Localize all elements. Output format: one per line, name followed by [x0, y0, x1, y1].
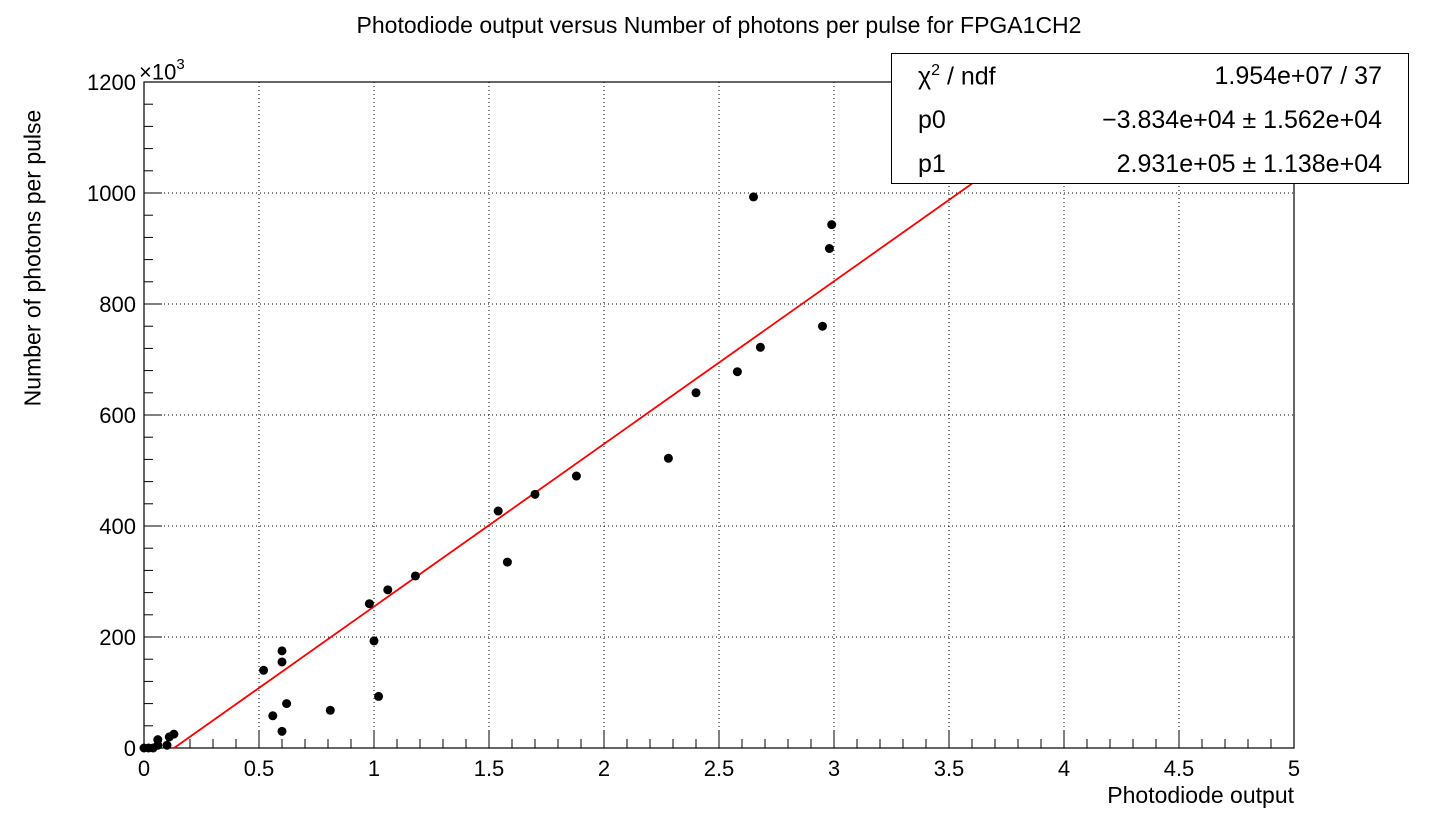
- data-point: [383, 585, 393, 595]
- x-tick-label: 3: [828, 756, 840, 781]
- y-axis-label: Number of photons per pulse: [19, 109, 46, 407]
- x-tick-label: 0: [138, 756, 150, 781]
- data-point: [277, 646, 287, 656]
- x-tick-label: 5: [1288, 756, 1300, 781]
- data-point: [282, 699, 292, 709]
- data-point: [755, 342, 765, 352]
- y-tick-label: 200: [99, 625, 136, 650]
- x-tick-label: 0.5: [244, 756, 275, 781]
- y-tick-label: 600: [99, 403, 136, 428]
- y-tick-label: 400: [99, 514, 136, 539]
- data-point: [691, 388, 701, 398]
- y-tick-label: 1000: [87, 181, 136, 206]
- data-point: [749, 192, 758, 202]
- stat-value: −3.834e+04 ± 1.562e+04: [1102, 106, 1382, 134]
- data-point: [268, 711, 278, 721]
- data-point: [169, 729, 179, 739]
- x-tick-label: 2.5: [704, 756, 735, 781]
- x-tick-label: 1.5: [474, 756, 505, 781]
- data-point: [493, 506, 503, 516]
- stat-row-p0: p0 −3.834e+04 ± 1.562e+04: [892, 98, 1408, 142]
- stat-key: p1: [918, 150, 946, 178]
- fit-line: [173, 182, 973, 749]
- x-tick-label: 4.5: [1164, 756, 1195, 781]
- fit-stats-box: χ2 / ndf 1.954e+07 / 37 p0 −3.834e+04 ± …: [891, 53, 1409, 184]
- stat-key: p0: [918, 106, 946, 134]
- data-point: [277, 726, 287, 736]
- data-point: [369, 636, 379, 646]
- x-tick-label: 2: [598, 756, 610, 781]
- x-axis-label: Photodiode output: [1107, 782, 1294, 808]
- data-point: [364, 599, 374, 609]
- data-point: [153, 735, 163, 745]
- stat-value: 1.954e+07 / 37: [1214, 62, 1382, 90]
- data-point: [410, 571, 420, 581]
- y-tick-label: 0: [124, 736, 136, 761]
- stat-key: χ2 / ndf: [918, 62, 996, 91]
- data-point: [502, 557, 512, 567]
- stat-row-chi2: χ2 / ndf 1.954e+07 / 37: [892, 54, 1408, 98]
- data-point: [374, 691, 384, 701]
- chart-title: Photodiode output versus Number of photo…: [356, 12, 1082, 38]
- data-point: [259, 665, 269, 675]
- data-point: [663, 453, 673, 463]
- data-point: [571, 471, 581, 481]
- x-tick-label: 4: [1058, 756, 1070, 781]
- data-point: [732, 367, 742, 377]
- data-point: [530, 489, 540, 499]
- data-point: [824, 244, 834, 253]
- data-point: [325, 705, 335, 715]
- x-tick-label: 3.5: [934, 756, 965, 781]
- y-tick-label: 800: [99, 292, 136, 317]
- data-point: [818, 321, 827, 331]
- data-point: [162, 740, 172, 750]
- x-tick-label: 1: [368, 756, 380, 781]
- y-tick-label: 1200: [87, 70, 136, 95]
- stat-row-p1: p1 2.931e+05 ± 1.138e+04: [892, 142, 1408, 186]
- stat-value: 2.931e+05 ± 1.138e+04: [1116, 150, 1382, 178]
- data-point: [827, 220, 837, 230]
- y-axis-multiplier: ×103: [139, 56, 185, 85]
- data-point: [277, 657, 287, 667]
